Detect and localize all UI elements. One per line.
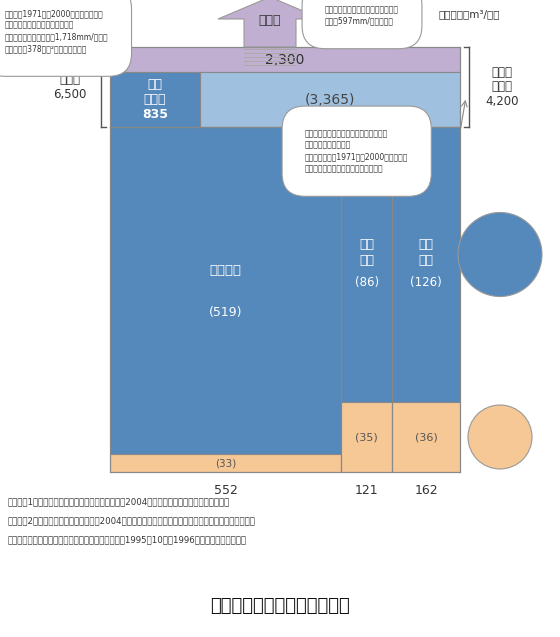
Text: （単位：億m³/年）: （単位：億m³/年） [438,9,500,19]
Bar [392,402,460,472]
Text: 農業用水: 農業用水 [209,264,242,277]
Text: 年間
使用量
835: 年間 使用量 835 [142,78,168,121]
Circle shape [468,405,532,469]
Text: 水資源賦存量は、理論上、人間が最大限
利用可能な量をいう。
水資源賦存量は1971年～2000年のデータ
をもとに国土交通省水資源部が算出。: 水資源賦存量は、理論上、人間が最大限 利用可能な量をいう。 水資源賦存量は197… [305,129,408,173]
Polygon shape [218,0,322,47]
Text: 蒸発散: 蒸発散 [259,13,281,27]
Text: 生活
用水: 生活 用水 [418,238,433,266]
Text: 2．農業用水における河川水は2004年の値で，国土交通省水資源部調べ。地下水は農林水産省: 2．農業用水における河川水は2004年の値で，国土交通省水資源部調べ。地下水は農… [8,516,256,525]
Text: (3,365): (3,365) [305,92,355,106]
Text: 単位面積あたりの蒸発散量は、全国
平均で597mm/年となる。: 単位面積あたりの蒸発散量は、全国 平均で597mm/年となる。 [325,5,399,26]
Bar [110,72,200,127]
Bar [200,72,460,127]
Text: 162: 162 [414,483,438,496]
Text: 降水量は1971年～2000年のデータをも
とに国土交通省水資源部が算出。
降水量は、平均年降水（1,718mm/年）に
国土面積（378千㎞²）を乗じた値。: 降水量は1971年～2000年のデータをも とに国土交通省水資源部が算出。 降水… [5,9,109,54]
Bar [342,127,392,402]
Text: 「第４回農業用地下水利用実態調査」（1995年10月～1996年９月調査）による。: 「第４回農業用地下水利用実態調査」（1995年10月～1996年９月調査）による… [8,535,247,544]
Text: 水資源
賦存量
4,200: 水資源 賦存量 4,200 [486,66,519,108]
Bar [110,127,342,454]
Text: (36): (36) [414,432,437,442]
Text: （注）　1．生活用水、工業用水で使用された水は2004年の値で，国土交通省水資源部調べ: （注） 1．生活用水、工業用水で使用された水は2004年の値で，国土交通省水資源… [8,497,230,506]
Text: 日本の水資源賦存量と使用量: 日本の水資源賦存量と使用量 [210,597,350,615]
Text: (35): (35) [356,432,378,442]
Text: (126): (126) [410,276,442,289]
Text: 地下水
104: 地下水 104 [488,423,512,451]
Text: (519): (519) [209,306,242,319]
Text: 121: 121 [355,483,379,496]
Text: 工業
用水: 工業 用水 [359,238,374,266]
Text: (86): (86) [354,276,379,289]
Text: 河川水
731: 河川水 731 [487,241,513,269]
Bar [110,47,460,72]
Bar [392,127,460,402]
Text: (33): (33) [215,458,236,468]
Bar [110,454,342,472]
Text: 2,300: 2,300 [265,52,305,66]
Circle shape [458,213,542,296]
Text: 降水量
6,500: 降水量 6,500 [53,73,87,101]
Text: 552: 552 [214,483,237,496]
Bar [342,402,392,472]
